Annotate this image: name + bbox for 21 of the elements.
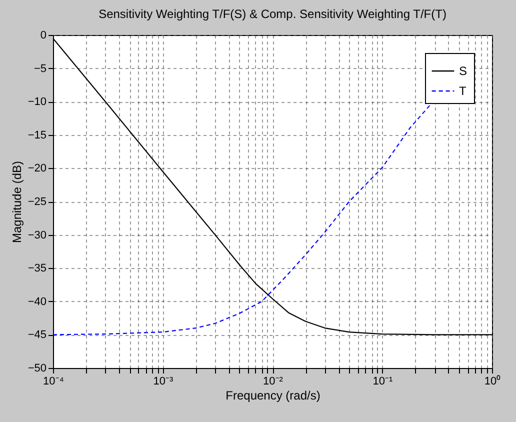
x-axis-title: Frequency (rad/s) [226, 388, 320, 402]
legend-label: S [459, 64, 468, 78]
x-tick-label: 10⁻¹ [372, 376, 394, 388]
y-axis-title: Magnitude (dB) [10, 160, 24, 244]
x-tick-label: 10⁻⁴ [43, 376, 64, 388]
x-tick-label: 10⁻² [263, 376, 284, 388]
y-tick-label: −20 [28, 162, 46, 175]
x-tick-label: 10⁻³ [153, 376, 174, 388]
y-tick-label: −30 [28, 229, 46, 242]
chart-title: Sensitivity Weighting T/F(S) & Comp. Sensitivity Weighting T/F(T) [98, 7, 446, 21]
y-tick-label: −25 [28, 196, 46, 208]
y-tick-label: −45 [28, 329, 46, 342]
y-tick-label: −50 [28, 362, 46, 374]
y-tick-label: 0 [40, 30, 46, 42]
legend-label: T [459, 84, 467, 98]
y-tick-label: −35 [28, 262, 46, 275]
y-tick-label: −5 [34, 62, 46, 75]
y-tick-label: −40 [28, 296, 46, 308]
y-tick-label: −10 [28, 96, 46, 108]
y-tick-label: −15 [28, 129, 46, 142]
x-tick-label: 10⁰ [484, 374, 501, 388]
